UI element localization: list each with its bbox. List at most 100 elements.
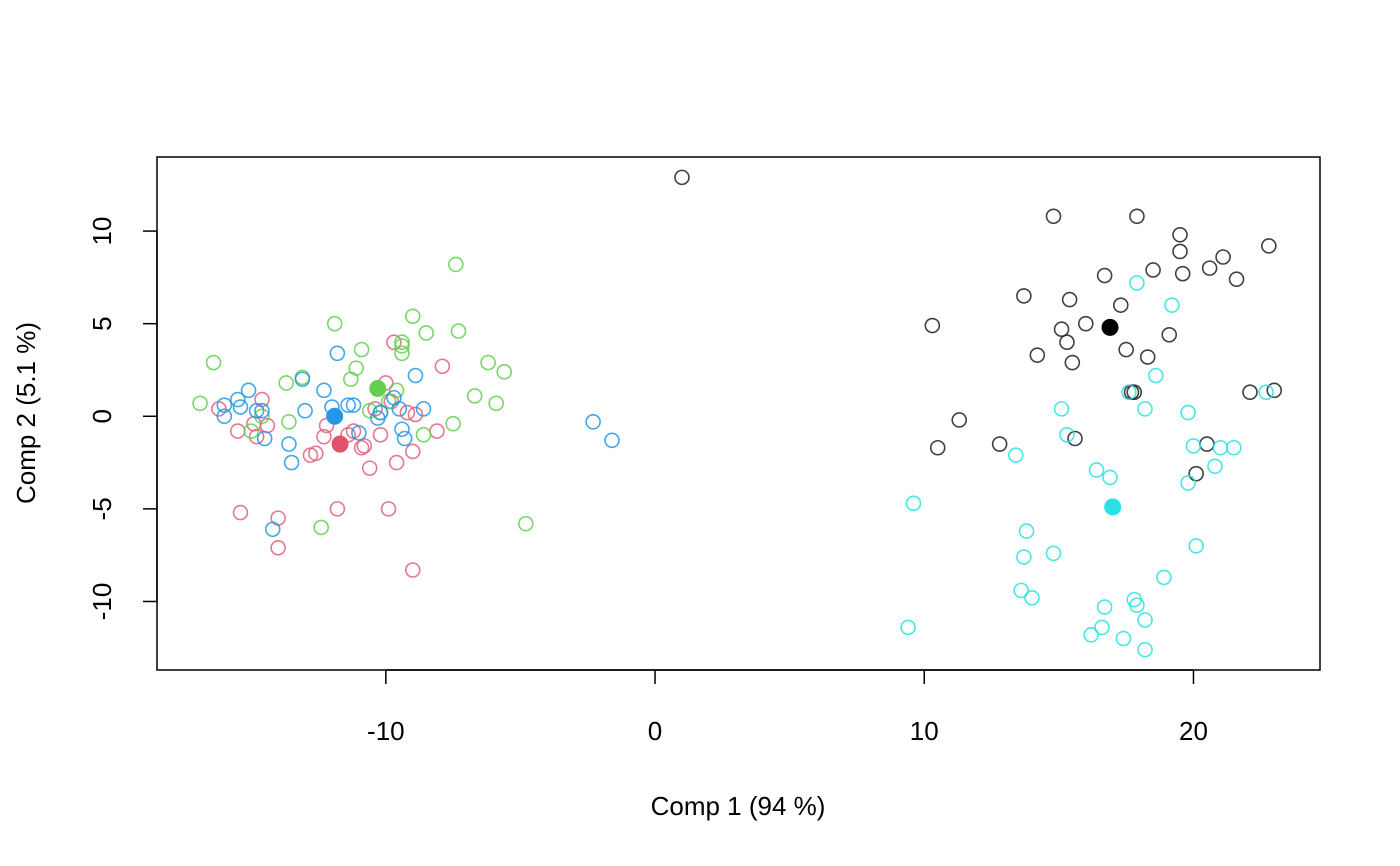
centroid-point-4: [1104, 498, 1122, 516]
data-point-series-2: [294, 371, 311, 388]
data-point-series-4: [1147, 367, 1164, 384]
data-point-series-2: [345, 397, 362, 413]
data-point-series-2: [216, 397, 233, 413]
data-point-series-4: [1180, 404, 1196, 421]
data-point-series-4: [1207, 458, 1223, 475]
data-point-series-2: [256, 430, 273, 447]
data-point-series-3: [991, 436, 1008, 452]
data-point-series-3: [1172, 226, 1188, 243]
data-point-series-3: [1029, 347, 1046, 363]
data-point-series-4: [1045, 545, 1062, 562]
y-tick-label: 5: [87, 316, 117, 330]
data-point-series-4: [1180, 475, 1196, 491]
data-point-series-4: [905, 495, 922, 512]
data-point-series-1: [278, 375, 295, 391]
data-point-series-0: [361, 460, 378, 476]
data-point-series-1: [394, 338, 410, 354]
data-point-series-4: [1129, 275, 1145, 291]
data-point-series-2: [240, 382, 257, 399]
data-point-series-0: [429, 423, 445, 439]
data-point-series-2: [372, 404, 389, 421]
data-point-series-3: [1199, 436, 1215, 452]
data-point-series-3: [1077, 315, 1094, 332]
data-point-series-1: [445, 415, 461, 432]
data-point-series-1: [388, 382, 405, 399]
data-point-series-2: [415, 401, 432, 417]
data-point-series-3: [1139, 349, 1156, 365]
data-point-series-1: [466, 388, 483, 404]
data-point-series-0: [399, 404, 416, 421]
data-point-series-3: [1215, 249, 1231, 265]
data-point-series-4: [1083, 627, 1099, 643]
data-point-series-3: [1228, 271, 1245, 288]
data-point-series-0: [316, 428, 332, 445]
data-point-series-0: [372, 426, 389, 443]
data-point-series-2: [604, 432, 620, 449]
data-point-series-1: [488, 395, 505, 412]
data-point-series-3: [1174, 265, 1191, 282]
data-point-series-3: [1064, 354, 1081, 371]
data-points: [192, 169, 1283, 658]
data-point-series-3: [1118, 341, 1134, 358]
data-point-series-3: [1126, 384, 1143, 401]
data-point-series-0: [270, 539, 286, 556]
data-point-series-3: [1053, 321, 1070, 338]
data-point-series-2: [316, 382, 332, 399]
data-point-series-4: [1115, 630, 1132, 647]
x-tick-label: -10: [367, 716, 405, 746]
data-point-series-4: [1137, 641, 1153, 658]
data-point-series-2: [297, 402, 313, 419]
data-point-series-3: [924, 317, 941, 334]
data-point-series-1: [243, 423, 260, 439]
data-point-series-4: [1226, 439, 1242, 456]
data-point-series-1: [205, 354, 222, 371]
data-point-series-1: [496, 364, 513, 380]
y-tick-label: 0: [87, 409, 117, 423]
data-point-series-1: [254, 408, 270, 425]
data-point-series-3: [1172, 243, 1188, 260]
data-point-series-3: [1067, 430, 1083, 447]
data-point-series-2: [329, 345, 346, 362]
data-point-series-3: [951, 412, 968, 428]
data-point-series-4: [1024, 589, 1040, 606]
data-point-series-4: [900, 619, 916, 636]
data-point-series-1: [326, 315, 343, 332]
data-point-series-4: [1016, 549, 1032, 565]
x-axis-title: Comp 1 (94 %): [651, 791, 826, 821]
data-point-series-1: [313, 519, 330, 536]
data-point-series-0: [404, 562, 421, 578]
data-point-series-0: [248, 428, 265, 445]
data-point-series-2: [394, 421, 410, 438]
data-point-series-3: [1096, 267, 1113, 284]
data-point-series-3: [1061, 291, 1078, 308]
data-point-series-0: [407, 406, 424, 423]
data-point-series-0: [388, 454, 405, 471]
data-point-series-1: [394, 345, 410, 362]
data-point-series-3: [1188, 465, 1204, 482]
data-point-series-3: [1112, 297, 1129, 313]
data-point-series-3: [1201, 260, 1218, 276]
data-point-series-3: [1242, 384, 1258, 401]
y-tick-label: 10: [87, 217, 117, 246]
y-tick-label: -10: [87, 583, 117, 621]
data-point-series-1: [394, 334, 410, 350]
data-point-series-1: [450, 323, 467, 339]
data-point-series-0: [229, 423, 246, 439]
data-point-series-0: [386, 334, 402, 350]
data-point-series-2: [254, 402, 270, 419]
data-point-series-0: [353, 439, 370, 456]
y-axis-title: Comp 2 (5.1 %): [11, 322, 41, 504]
data-point-series-0: [329, 501, 346, 517]
centroid-points: [326, 318, 1122, 516]
data-point-series-0: [380, 501, 397, 517]
data-point-series-4: [1137, 401, 1153, 417]
data-point-series-4: [1102, 469, 1118, 486]
data-point-series-0: [308, 445, 324, 462]
data-point-series-2: [283, 454, 300, 471]
data-point-series-0: [434, 358, 451, 375]
x-tick-label: 0: [648, 716, 662, 746]
data-point-series-3: [1016, 288, 1032, 304]
data-point-series-3: [1161, 326, 1178, 343]
data-point-series-2: [264, 521, 281, 538]
